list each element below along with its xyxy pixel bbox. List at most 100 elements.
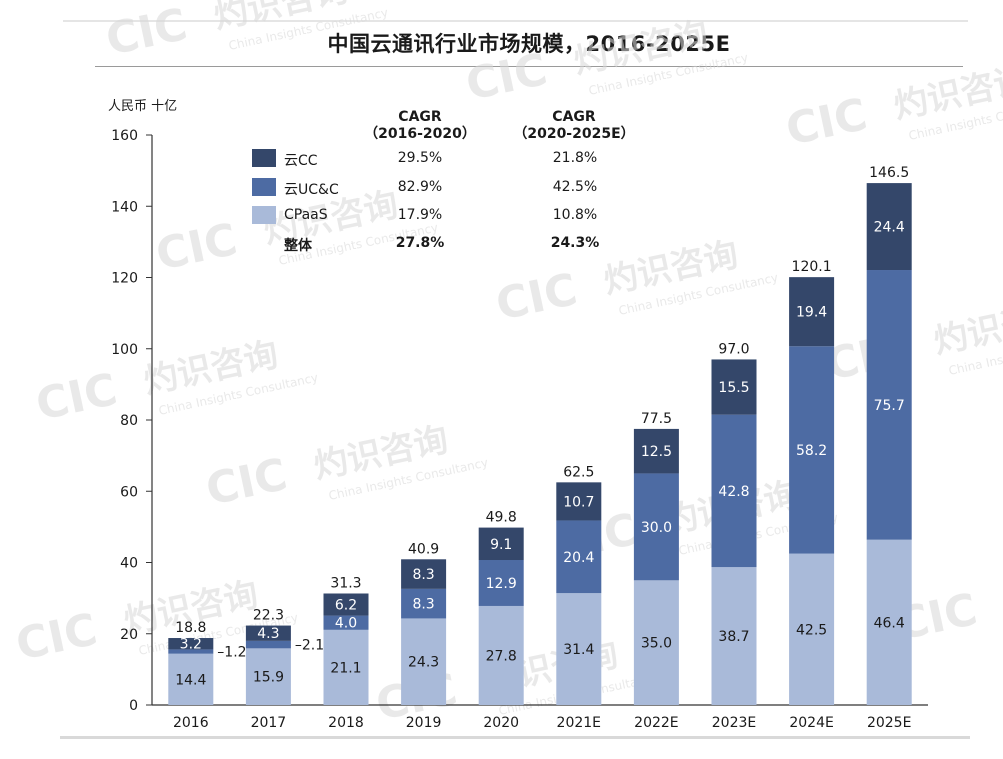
bar-2017-云UC&C <box>245 640 291 649</box>
x-tick-label-2016: 2016 <box>173 715 209 731</box>
data-label-2025E-CPaaS: 46.4 <box>874 615 905 631</box>
bar-2018-CPaaS <box>323 629 369 705</box>
bar-2017-CPaaS <box>245 648 291 705</box>
cagr-header-2020-2025-range: （2020-2025E） <box>513 126 635 142</box>
cagr-header-2016-2020-title: CAGR <box>398 109 442 125</box>
bar-2022E-云CC <box>633 428 679 474</box>
bar-2025E-云UC&C <box>866 270 912 540</box>
x-tick-label-2022E: 2022E <box>634 715 678 731</box>
bar-2020-CPaaS <box>478 605 524 705</box>
cagr-total-2016-2020: 27.8% <box>395 235 445 251</box>
data-label-2020-云CC: 9.1 <box>490 537 512 553</box>
data-label-2023E-云CC: 15.5 <box>718 380 749 396</box>
bar-2016-CPaaS <box>168 653 214 705</box>
watermark-cn-10: 灼识咨询 <box>1000 555 1003 622</box>
bar-2022E-CPaaS <box>633 580 679 705</box>
bar-2020-云UC&C <box>478 560 524 606</box>
total-label-2025E: 146.5 <box>869 165 909 181</box>
bar-2022E-云UC&C <box>633 473 679 581</box>
bar-2023E-云CC <box>711 359 757 415</box>
total-label-2018: 31.3 <box>330 575 361 591</box>
data-label-2020-云UC&C: 12.9 <box>486 576 517 592</box>
top-border <box>63 20 968 22</box>
total-label-2019: 40.9 <box>408 541 439 557</box>
cagr-cpaas-2016-2020: 17.9% <box>397 207 443 223</box>
legend-label-ucc: 云UC&C <box>284 182 339 198</box>
cagr-total-2020-2025: 24.3% <box>550 235 600 251</box>
data-label-2022E-云CC: 12.5 <box>641 444 672 460</box>
x-tick-label-2021E: 2021E <box>557 715 601 731</box>
data-label-2018-CPaaS: 21.1 <box>330 660 361 676</box>
data-label-2018-云CC: 6.2 <box>335 598 357 614</box>
cagr-header-2020-2025-title: CAGR <box>552 109 596 125</box>
total-label-2024E: 120.1 <box>792 259 832 275</box>
data-label-2017-云UC&C: –2.1 <box>295 638 324 654</box>
y-tick-label-0: 0 <box>129 698 138 714</box>
bar-2019-云CC <box>401 559 447 589</box>
cagr-header-2016-2020-range: （2016-2020） <box>364 126 476 142</box>
bar-2018-云CC <box>323 593 369 616</box>
bar-2019-云UC&C <box>401 588 447 619</box>
x-tick-label-2023E: 2023E <box>712 715 756 731</box>
data-label-2024E-云CC: 19.4 <box>796 305 827 321</box>
total-label-2020: 49.8 <box>486 510 517 526</box>
bar-2021E-CPaaS <box>556 593 602 705</box>
y-tick-label-60: 60 <box>120 484 138 500</box>
y-tick-label-100: 100 <box>111 342 138 358</box>
data-label-2022E-CPaaS: 35.0 <box>641 636 672 652</box>
cagr-header-2016-2020: CAGR （2016-2020） <box>340 109 500 143</box>
y-tick-label-120: 120 <box>111 271 138 287</box>
bar-2021E-云CC <box>556 482 602 521</box>
data-label-2023E-CPaaS: 38.7 <box>718 629 749 645</box>
x-tick-label-2024E: 2024E <box>789 715 833 731</box>
data-label-2023E-云UC&C: 42.8 <box>718 484 749 500</box>
x-tick-label-2018: 2018 <box>328 715 364 731</box>
bar-2025E-CPaaS <box>866 539 912 705</box>
bar-2016-云CC <box>168 638 214 650</box>
y-tick-label-20: 20 <box>120 627 138 643</box>
data-label-2021E-CPaaS: 31.4 <box>563 642 594 658</box>
data-label-2024E-云UC&C: 58.2 <box>796 443 827 459</box>
y-tick-label-140: 140 <box>111 199 138 215</box>
cagr-cc-2020-2025: 21.8% <box>552 150 598 166</box>
data-label-2025E-云CC: 24.4 <box>874 220 905 236</box>
legend-label-cc: 云CC <box>284 153 318 169</box>
bar-2024E-CPaaS <box>789 553 835 705</box>
bar-2023E-CPaaS <box>711 567 757 705</box>
total-label-2021E: 62.5 <box>563 464 594 480</box>
data-label-2019-CPaaS: 24.3 <box>408 655 439 671</box>
bar-2016-云UC&C <box>168 649 214 654</box>
data-label-2025E-云UC&C: 75.7 <box>874 398 905 414</box>
bar-2021E-云UC&C <box>556 520 602 594</box>
data-label-2017-CPaaS: 15.9 <box>253 670 284 686</box>
total-label-2022E: 77.5 <box>641 411 672 427</box>
data-label-2021E-云UC&C: 20.4 <box>563 550 594 566</box>
bottom-border <box>60 736 970 739</box>
data-label-2019-云CC: 8.3 <box>412 567 434 583</box>
legend-swatch-cc <box>252 149 276 167</box>
y-tick-label-80: 80 <box>120 413 138 429</box>
x-tick-label-2020: 2020 <box>483 715 519 731</box>
bar-2019-CPaaS <box>401 618 447 705</box>
cagr-header-2020-2025: CAGR （2020-2025E） <box>494 109 654 143</box>
legend-swatch-cpaas <box>252 206 276 224</box>
chart-title: 中国云通讯行业市场规模，2016-2025E <box>327 32 731 56</box>
cagr-cc-2016-2020: 29.5% <box>397 150 443 166</box>
data-label-2022E-云UC&C: 30.0 <box>641 520 672 536</box>
data-label-2024E-CPaaS: 42.5 <box>796 622 827 638</box>
data-label-2018-云UC&C: 4.0 <box>335 616 357 632</box>
y-axis-unit: 人民币 十亿 <box>108 99 178 114</box>
total-label-2017: 22.3 <box>253 608 284 624</box>
y-tick-label-40: 40 <box>120 556 138 572</box>
total-label-2023E: 97.0 <box>718 341 749 357</box>
cagr-ucc-2020-2025: 42.5% <box>552 179 598 195</box>
bar-2025E-云CC <box>866 183 912 271</box>
legend-label-cpaas: CPaaS <box>284 207 328 223</box>
bar-2018-云UC&C <box>323 615 369 630</box>
total-label-2016: 18.8 <box>175 620 206 636</box>
data-label-2017-云CC: 4.3 <box>257 626 279 642</box>
legend-swatch-ucc <box>252 178 276 196</box>
bar-2024E-云CC <box>789 277 835 347</box>
